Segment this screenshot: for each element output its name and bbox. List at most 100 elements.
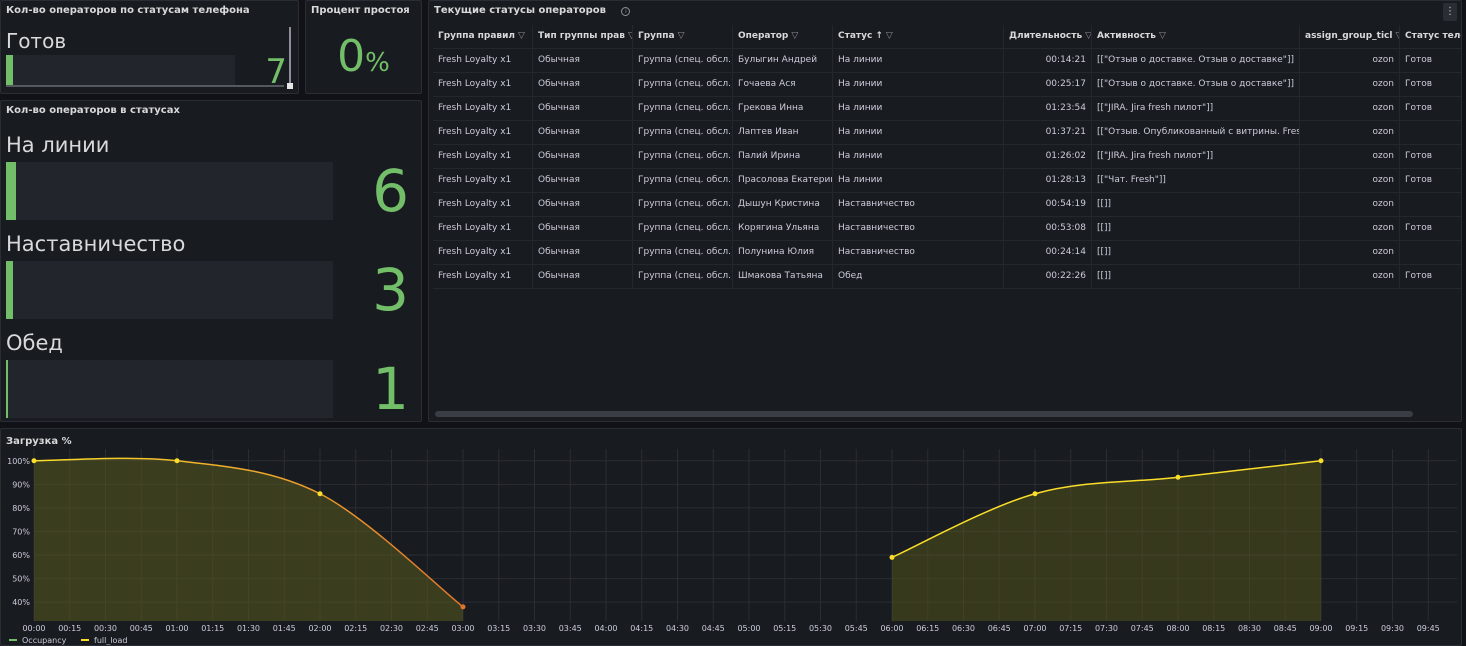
legend-label: Occupancy — [22, 636, 67, 645]
data-point — [889, 554, 895, 560]
table-cell: 00:54:19 — [1004, 193, 1092, 216]
column-header[interactable]: Оператор ▽ — [733, 25, 833, 48]
table-cell: Обычная — [533, 49, 633, 72]
table-cell: 01:28:13 — [1004, 169, 1092, 192]
scrollbar[interactable] — [289, 27, 291, 87]
column-header[interactable]: Группа правил ▽ — [433, 25, 533, 48]
table-cell: [["Чат. Fresh"]] — [1092, 169, 1300, 192]
x-tick-label: 05:30 — [809, 624, 832, 633]
table-cell: Обед — [833, 265, 1004, 288]
info-icon[interactable]: i — [621, 7, 631, 16]
table-cell: ozon — [1300, 241, 1400, 264]
column-header[interactable]: Тип группы прав▽ — [533, 25, 633, 48]
table-cell: ozon — [1300, 97, 1400, 120]
table-cell: На линии — [833, 97, 1004, 120]
table-row[interactable]: Fresh Loyalty x1 Обычная Группа (спец. обс… — [433, 73, 1461, 97]
gauge-label: На линии — [6, 133, 110, 157]
filter-icon[interactable]: ▽ — [885, 31, 893, 41]
table-cell: Группа (спец. обсл.) — [633, 97, 733, 120]
filter-icon[interactable]: ▽ — [1158, 31, 1166, 41]
x-tick-label: 04:30 — [666, 624, 689, 633]
table-cell: Обычная — [533, 169, 633, 192]
data-point — [31, 458, 37, 464]
panel-title-text: Текущие статусы операторов — [434, 5, 606, 16]
table-row[interactable]: Fresh Loyalty x1 Обычная Группа (спец. обс… — [433, 145, 1461, 169]
column-header[interactable]: Группа ▽ — [633, 25, 733, 48]
table-cell: Гочаева Ася — [733, 73, 833, 96]
table-cell: Fresh Loyalty x1 — [433, 193, 533, 216]
series-line — [33, 457, 464, 608]
table-row[interactable]: Fresh Loyalty x1 Обычная Группа (спец. обс… — [433, 97, 1461, 121]
x-tick-label: 08:30 — [1238, 624, 1261, 633]
x-tick-label: 08:15 — [1202, 624, 1225, 633]
table-cell: Группа (спец. обсл.) — [633, 241, 733, 264]
table-cell: 00:14:21 — [1004, 49, 1092, 72]
table-cell: Лаптев Иван — [733, 121, 833, 144]
column-header[interactable]: Статус теле▽ — [1400, 25, 1461, 48]
resize-handle[interactable] — [287, 83, 293, 89]
table-header: Группа правил▽Тип группы прав▽Группа▽Опе… — [433, 25, 1461, 49]
column-header-label: Группа — [638, 31, 675, 41]
table-cell: Группа (спец. обсл.) — [633, 145, 733, 168]
gauge-bar — [6, 261, 333, 319]
x-tick-label: 00:30 — [94, 624, 117, 633]
x-tick-label: 08:00 — [1166, 624, 1189, 633]
table-cell — [1400, 241, 1461, 264]
x-tick-label: 07:00 — [1023, 624, 1046, 633]
table-cell: Fresh Loyalty x1 — [433, 241, 533, 264]
filter-icon[interactable]: ▽ — [1395, 25, 1399, 48]
column-header[interactable]: assign_group_ticl▽ — [1300, 25, 1400, 48]
gauge-fill — [6, 162, 16, 220]
table-cell: Готов — [1400, 49, 1461, 72]
x-tick-label: 00:45 — [130, 624, 153, 633]
kebab-menu-icon[interactable]: ⋮ — [1443, 3, 1457, 21]
filter-icon[interactable]: ▽ — [677, 31, 685, 41]
table-row[interactable]: Fresh Loyalty x1 Обычная Группа (спец. обс… — [433, 193, 1461, 217]
table-cell: [["Отзыв о доставке. Отзыв о доставке"]] — [1092, 73, 1300, 96]
table-cell: ozon — [1300, 265, 1400, 288]
table-cell: Группа (спец. обсл.) — [633, 265, 733, 288]
gauge-value: 7 — [265, 52, 287, 92]
horizontal-scrollbar[interactable] — [435, 411, 1413, 417]
x-tick-label: 07:30 — [1095, 624, 1118, 633]
data-point — [174, 458, 180, 464]
series-area — [34, 458, 463, 621]
column-header-label: Группа правил — [438, 31, 516, 41]
x-tick-label: 00:15 — [58, 624, 81, 633]
filter-icon[interactable]: ▽ — [628, 25, 632, 48]
table-row[interactable]: Fresh Loyalty x1 Обычная Группа (спец. обс… — [433, 49, 1461, 73]
column-header[interactable]: Статус ↑ ▽ — [833, 25, 1004, 48]
table-row[interactable]: Fresh Loyalty x1 Обычная Группа (спец. обс… — [433, 265, 1461, 289]
table-row[interactable]: Fresh Loyalty x1 Обычная Группа (спец. обс… — [433, 241, 1461, 265]
scrollbar-horizontal[interactable] — [6, 85, 284, 87]
column-header[interactable]: Длительность ▽ — [1004, 25, 1092, 48]
column-header[interactable]: Активность ▽ — [1092, 25, 1300, 48]
table-cell: Обычная — [533, 145, 633, 168]
filter-icon[interactable]: ▽ — [1085, 31, 1092, 41]
filter-icon[interactable]: ▽ — [791, 31, 799, 41]
x-tick-label: 05:15 — [773, 624, 796, 633]
table-cell: Булыгин Андрей — [733, 49, 833, 72]
x-tick-label: 07:15 — [1059, 624, 1082, 633]
panel-title: Текущие статусы операторов i — [434, 5, 631, 16]
table-cell: [["JIRA. Jira fresh пилот"]] — [1092, 145, 1300, 168]
table-cell: 01:37:21 — [1004, 121, 1092, 144]
x-tick-label: 09:30 — [1381, 624, 1404, 633]
sort-ascending-icon[interactable]: ↑ — [875, 31, 883, 41]
x-tick-label: 04:45 — [702, 624, 725, 633]
table-cell: ozon — [1300, 121, 1400, 144]
table-cell: Fresh Loyalty x1 — [433, 217, 533, 240]
table-row[interactable]: Fresh Loyalty x1 Обычная Группа (спец. обс… — [433, 121, 1461, 145]
gauge-value: 3 — [372, 256, 409, 324]
table-row[interactable]: Fresh Loyalty x1 Обычная Группа (спец. обс… — [433, 217, 1461, 241]
x-tick-label: 02:45 — [416, 624, 439, 633]
table-cell: Готов — [1400, 73, 1461, 96]
data-point — [460, 604, 466, 610]
legend-label: full_load — [94, 636, 127, 645]
x-tick-label: 03:00 — [451, 624, 474, 633]
column-header-label: Активность — [1097, 31, 1156, 41]
filter-icon[interactable]: ▽ — [518, 31, 525, 41]
table-row[interactable]: Fresh Loyalty x1 Обычная Группа (спец. обс… — [433, 169, 1461, 193]
x-tick-label: 05:45 — [845, 624, 868, 633]
table-cell: Полунина Юлия — [733, 241, 833, 264]
